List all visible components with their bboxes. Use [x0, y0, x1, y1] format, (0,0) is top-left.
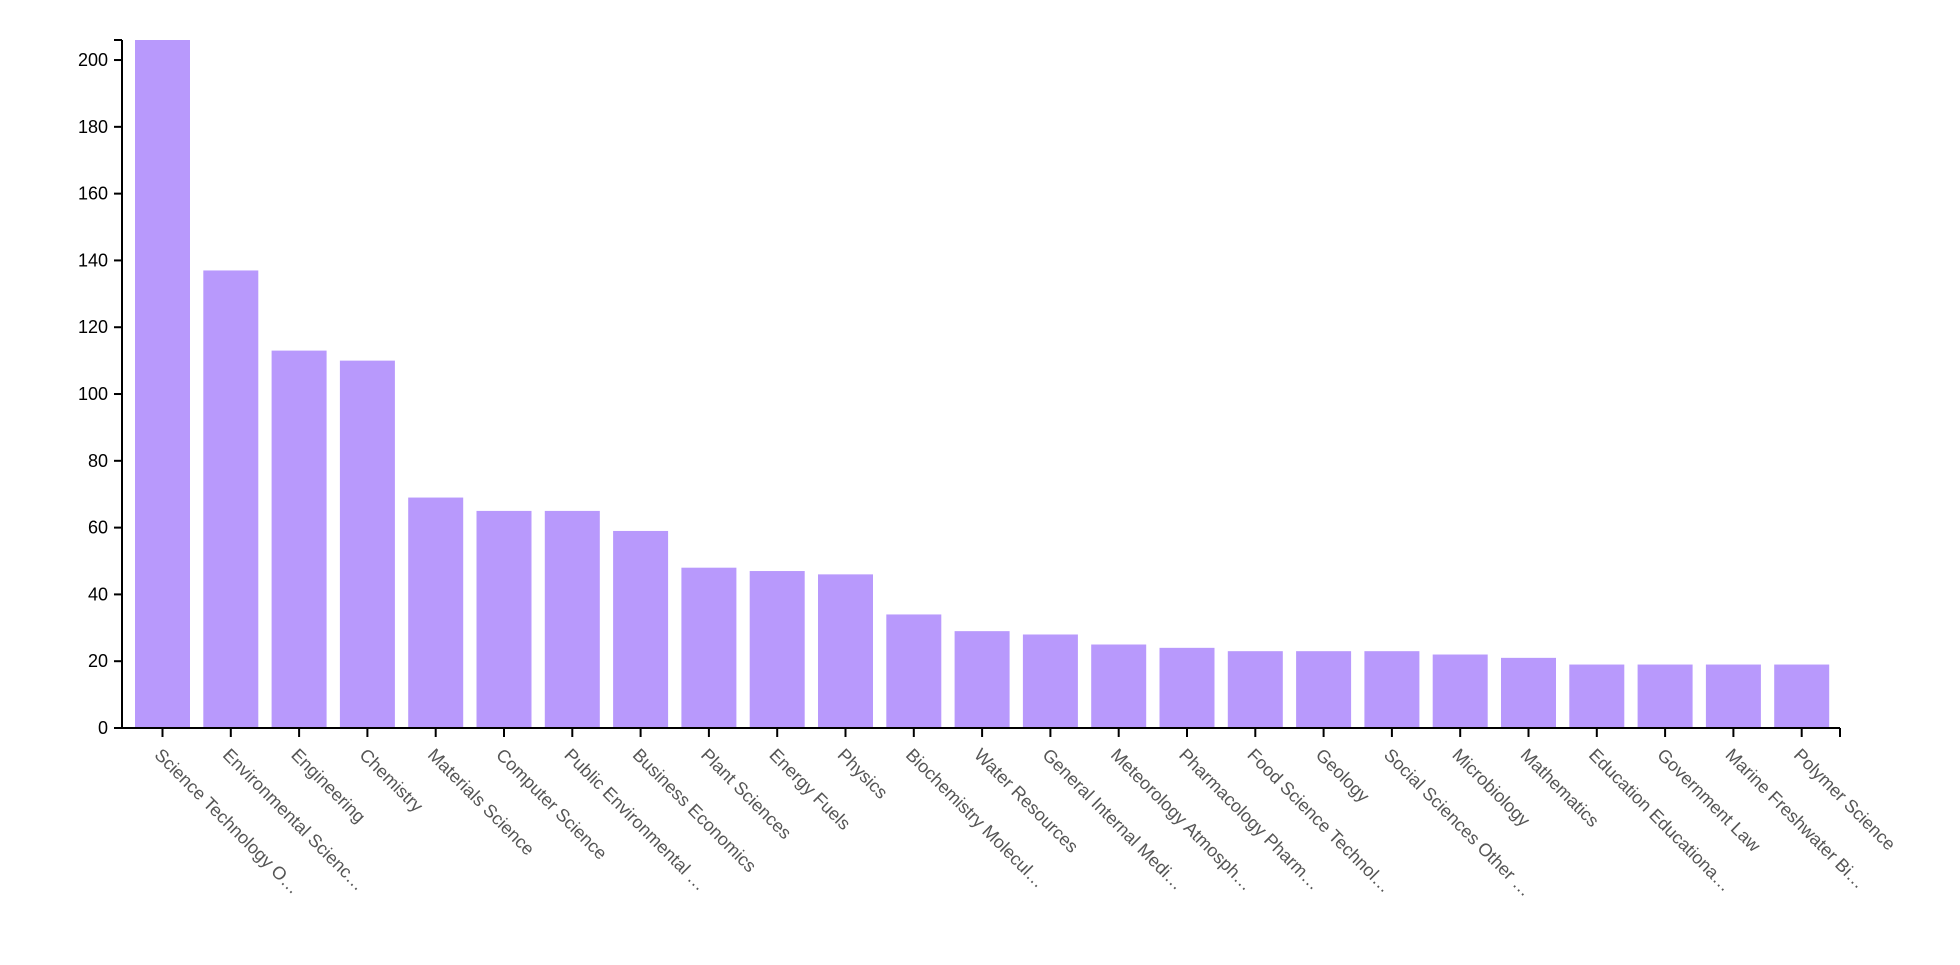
x-tick-label: Science Technology O…	[151, 745, 304, 898]
bar	[203, 270, 259, 728]
y-tick-label: 100	[78, 384, 108, 404]
bar	[613, 530, 669, 728]
y-tick-label: 180	[78, 117, 108, 137]
x-tick-label: Education Educationa…	[1585, 745, 1736, 896]
x-tick-label: Public Environmental …	[560, 745, 710, 895]
bar	[1159, 647, 1215, 728]
x-tick-label: Business Economics	[629, 745, 761, 877]
bar	[886, 614, 942, 728]
x-tick-label: Chemistry	[356, 745, 427, 816]
x-tick-label: General Internal Medi…	[1039, 745, 1188, 894]
bar	[818, 574, 873, 728]
y-axis: 0 20 40 60 80 100 120 140 160 180 200	[78, 39, 123, 738]
bar	[135, 40, 190, 728]
bar	[1432, 654, 1488, 728]
y-tick-label: 200	[78, 50, 108, 70]
bar	[1022, 634, 1078, 728]
x-tick-label: Physics	[834, 745, 892, 803]
y-tick-label: 0	[98, 718, 108, 738]
y-tick-label: 140	[78, 250, 108, 270]
x-tick-label: Biochemistry Molecul…	[902, 745, 1049, 892]
bar	[1364, 651, 1420, 728]
y-tick-label: 80	[88, 451, 108, 471]
bar	[1637, 664, 1693, 728]
x-tick-label: Geology	[1312, 745, 1374, 807]
bar	[681, 567, 737, 728]
x-tick-label: Pharmacology Pharm…	[1175, 745, 1324, 894]
bar	[271, 350, 327, 728]
y-tick-label: 40	[88, 584, 108, 604]
bar	[476, 510, 532, 728]
y-tick-label: 20	[88, 651, 108, 671]
y-tick-label: 60	[88, 518, 108, 538]
bar	[1705, 664, 1761, 728]
x-tick-label: Marine Freshwater Bi…	[1722, 745, 1870, 893]
y-tick-label: 120	[78, 317, 108, 337]
x-tick-label: Environmental Scienc…	[219, 745, 369, 895]
x-axis: Science Technology O…Environmental Scien…	[122, 727, 1900, 900]
bar	[1774, 664, 1830, 728]
bar	[1091, 644, 1147, 728]
bar	[749, 571, 805, 728]
x-tick-label: Meteorology Atmosph…	[1107, 745, 1257, 895]
bar	[408, 497, 464, 728]
bar	[339, 360, 395, 728]
bar	[1569, 664, 1625, 728]
y-tick-label: 160	[78, 184, 108, 204]
bar	[1227, 651, 1283, 728]
bar	[1296, 651, 1352, 728]
bar	[544, 510, 600, 728]
bars-layer	[135, 40, 1830, 728]
bar	[954, 631, 1010, 728]
bar	[1501, 657, 1556, 728]
